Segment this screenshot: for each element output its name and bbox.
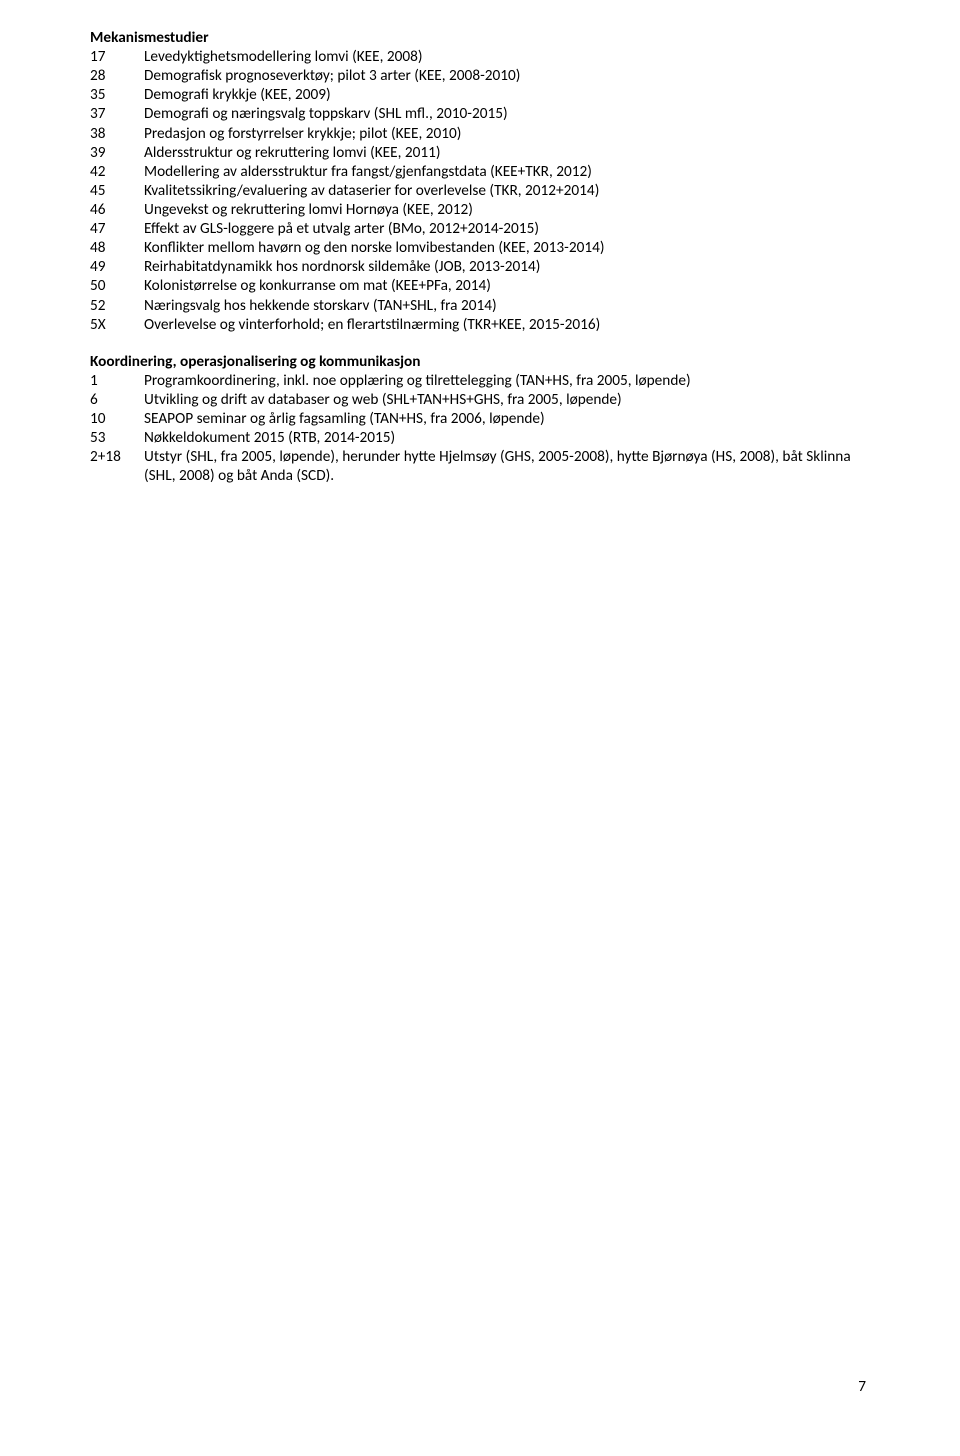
entry-number: 52 bbox=[90, 296, 144, 315]
entry-text: Konflikter mellom havørn og den norske l… bbox=[144, 238, 870, 257]
entry-number: 47 bbox=[90, 219, 144, 238]
entry-number: 42 bbox=[90, 162, 144, 181]
entry-number: 46 bbox=[90, 200, 144, 219]
section-title: Koordinering, operasjonalisering og komm… bbox=[90, 352, 870, 371]
entry-number: 50 bbox=[90, 276, 144, 295]
entry-text: Reirhabitatdynamikk hos nordnorsk sildem… bbox=[144, 257, 870, 276]
list-item: 28Demografisk prognoseverktøy; pilot 3 a… bbox=[90, 66, 870, 85]
list-item: 50Kolonistørrelse og konkurranse om mat … bbox=[90, 276, 870, 295]
section-title: Mekanismestudier bbox=[90, 28, 870, 47]
list-item: 46Ungevekst og rekruttering lomvi Hornøy… bbox=[90, 200, 870, 219]
entry-text: Aldersstruktur og rekruttering lomvi (KE… bbox=[144, 143, 870, 162]
list-item: 45Kvalitetssikring/evaluering av dataser… bbox=[90, 181, 870, 200]
entry-number: 48 bbox=[90, 238, 144, 257]
document-page: Mekanismestudier17Levedyktighetsmodeller… bbox=[0, 0, 960, 486]
entry-number: 49 bbox=[90, 257, 144, 276]
entry-text: Ungevekst og rekruttering lomvi Hornøya … bbox=[144, 200, 870, 219]
entry-number: 10 bbox=[90, 409, 144, 428]
entry-number: 5X bbox=[90, 315, 144, 334]
entry-number: 2+18 bbox=[90, 447, 144, 466]
entry-text: Predasjon og forstyrrelser krykkje; pilo… bbox=[144, 124, 870, 143]
entry-text: Nøkkeldokument 2015 (RTB, 2014-2015) bbox=[144, 428, 870, 447]
list-item: 10SEAPOP seminar og årlig fagsamling (TA… bbox=[90, 409, 870, 428]
entry-text: Kolonistørrelse og konkurranse om mat (K… bbox=[144, 276, 870, 295]
entry-number: 6 bbox=[90, 390, 144, 409]
entry-text: Kvalitetssikring/evaluering av dataserie… bbox=[144, 181, 870, 200]
entry-number: 38 bbox=[90, 124, 144, 143]
entry-text: Levedyktighetsmodellering lomvi (KEE, 20… bbox=[144, 47, 870, 66]
list-item: 47Effekt av GLS-loggere på et utvalg art… bbox=[90, 219, 870, 238]
entry-number: 45 bbox=[90, 181, 144, 200]
list-item: 42Modellering av aldersstruktur fra fang… bbox=[90, 162, 870, 181]
list-item: 39Aldersstruktur og rekruttering lomvi (… bbox=[90, 143, 870, 162]
entry-text: Demografisk prognoseverktøy; pilot 3 art… bbox=[144, 66, 870, 85]
entry-number: 17 bbox=[90, 47, 144, 66]
list-item: 17Levedyktighetsmodellering lomvi (KEE, … bbox=[90, 47, 870, 66]
list-item: 52Næringsvalg hos hekkende storskarv (TA… bbox=[90, 296, 870, 315]
list-item: 38Predasjon og forstyrrelser krykkje; pi… bbox=[90, 124, 870, 143]
entry-number: 37 bbox=[90, 104, 144, 123]
entry-text: Effekt av GLS-loggere på et utvalg arter… bbox=[144, 219, 870, 238]
list-item: 5XOverlevelse og vinterforhold; en flera… bbox=[90, 315, 870, 334]
entry-text: Modellering av aldersstruktur fra fangst… bbox=[144, 162, 870, 181]
entry-number: 1 bbox=[90, 371, 144, 390]
entry-text: Næringsvalg hos hekkende storskarv (TAN+… bbox=[144, 296, 870, 315]
entry-text: Utstyr (SHL, fra 2005, løpende), herunde… bbox=[144, 447, 870, 485]
list-item: 6Utvikling og drift av databaser og web … bbox=[90, 390, 870, 409]
entry-text: Utvikling og drift av databaser og web (… bbox=[144, 390, 870, 409]
entry-text: Overlevelse og vinterforhold; en flerart… bbox=[144, 315, 870, 334]
list-item: 37Demografi og næringsvalg toppskarv (SH… bbox=[90, 104, 870, 123]
entry-number: 28 bbox=[90, 66, 144, 85]
entry-text: Demografi og næringsvalg toppskarv (SHL … bbox=[144, 104, 870, 123]
entry-text: Programkoordinering, inkl. noe opplæring… bbox=[144, 371, 870, 390]
list-item: 35Demografi krykkje (KEE, 2009) bbox=[90, 85, 870, 104]
page-number: 7 bbox=[858, 1377, 866, 1396]
list-item: 48Konflikter mellom havørn og den norske… bbox=[90, 238, 870, 257]
entry-number: 39 bbox=[90, 143, 144, 162]
entry-text: Demografi krykkje (KEE, 2009) bbox=[144, 85, 870, 104]
list-item: 1Programkoordinering, inkl. noe opplærin… bbox=[90, 371, 870, 390]
entry-number: 53 bbox=[90, 428, 144, 447]
entry-text: SEAPOP seminar og årlig fagsamling (TAN+… bbox=[144, 409, 870, 428]
list-item: 53Nøkkeldokument 2015 (RTB, 2014-2015) bbox=[90, 428, 870, 447]
entry-number: 35 bbox=[90, 85, 144, 104]
list-item: 2+18Utstyr (SHL, fra 2005, løpende), her… bbox=[90, 447, 870, 485]
list-item: 49Reirhabitatdynamikk hos nordnorsk sild… bbox=[90, 257, 870, 276]
